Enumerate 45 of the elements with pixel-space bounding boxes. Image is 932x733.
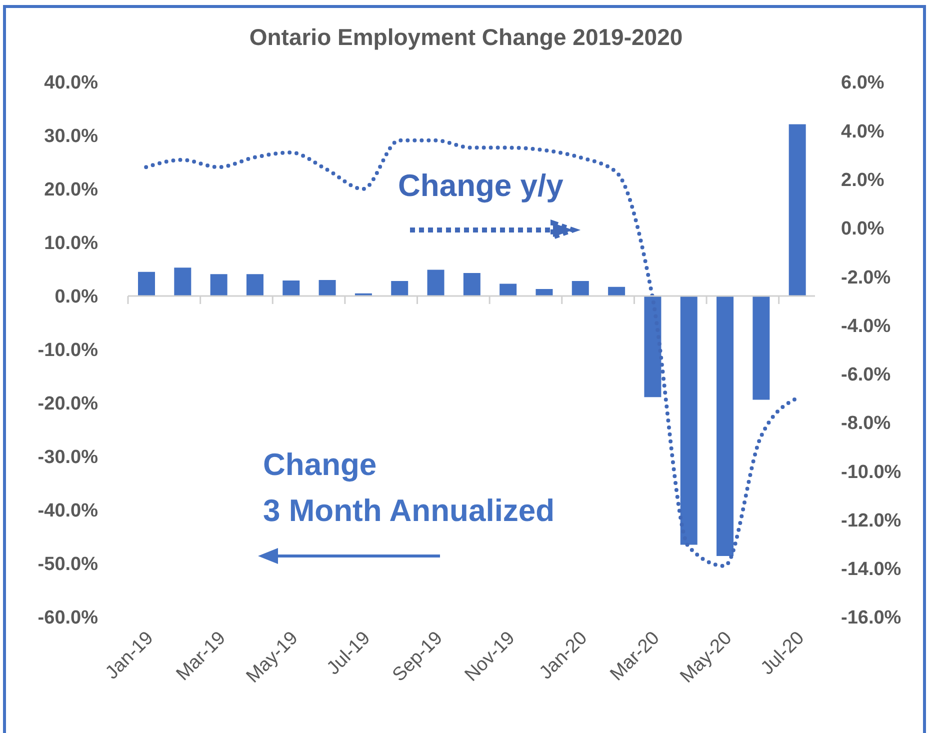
y-tick-label: -20.0% <box>38 394 98 415</box>
y2-tick-label: 6.0% <box>841 72 884 94</box>
bar <box>500 284 517 296</box>
y-tick-label: 20.0% <box>44 180 98 201</box>
y-tick-label: 40.0% <box>44 72 98 94</box>
y2-tick-label: -14.0% <box>841 559 902 580</box>
bar <box>246 274 264 296</box>
y-tick-label: -30.0% <box>38 447 98 468</box>
y2-tick-label: -16.0% <box>841 608 902 629</box>
text: Change 3 Month Annualized <box>263 446 555 530</box>
y-tick-label: -60.0% <box>38 608 98 629</box>
y2-tick-label: -8.0% <box>841 413 891 434</box>
y2-tick-label: 0.0% <box>841 218 884 240</box>
y2-tick-label: 2.0% <box>841 170 884 192</box>
y-tick-label: -10.0% <box>38 340 98 362</box>
series-label: Change y/y <box>398 168 564 204</box>
bar <box>716 296 734 556</box>
bar <box>752 296 770 400</box>
y-tick-label: 10.0% <box>44 233 98 254</box>
bar <box>427 270 444 296</box>
bar <box>536 289 553 296</box>
chart-title: Ontario Employment Change 2019-2020 <box>248 24 684 51</box>
bar <box>210 274 228 296</box>
bar <box>788 124 806 296</box>
y-tick-label: -50.0% <box>38 554 98 576</box>
bar <box>138 272 155 296</box>
bar <box>463 272 480 296</box>
y-tick-label: -40.0% <box>38 500 98 522</box>
y2-tick-label: -10.0% <box>841 462 902 483</box>
y-tick-label: 0.0% <box>54 286 98 308</box>
y2-tick-label: -12.0% <box>841 510 902 532</box>
y2-tick-label: -4.0% <box>841 316 891 337</box>
bar <box>608 286 626 296</box>
bar <box>572 281 589 296</box>
y2-tick-label: -2.0% <box>841 267 891 288</box>
line-series <box>144 138 799 568</box>
y2-tick-label: 4.0% <box>841 121 884 142</box>
y2-tick-label: -6.0% <box>841 364 891 386</box>
bar <box>644 296 662 398</box>
bar <box>174 268 192 296</box>
bar <box>391 281 408 296</box>
bar <box>318 280 336 296</box>
bar <box>680 296 698 545</box>
bar <box>282 280 300 296</box>
y-tick-label: 30.0% <box>44 126 98 148</box>
